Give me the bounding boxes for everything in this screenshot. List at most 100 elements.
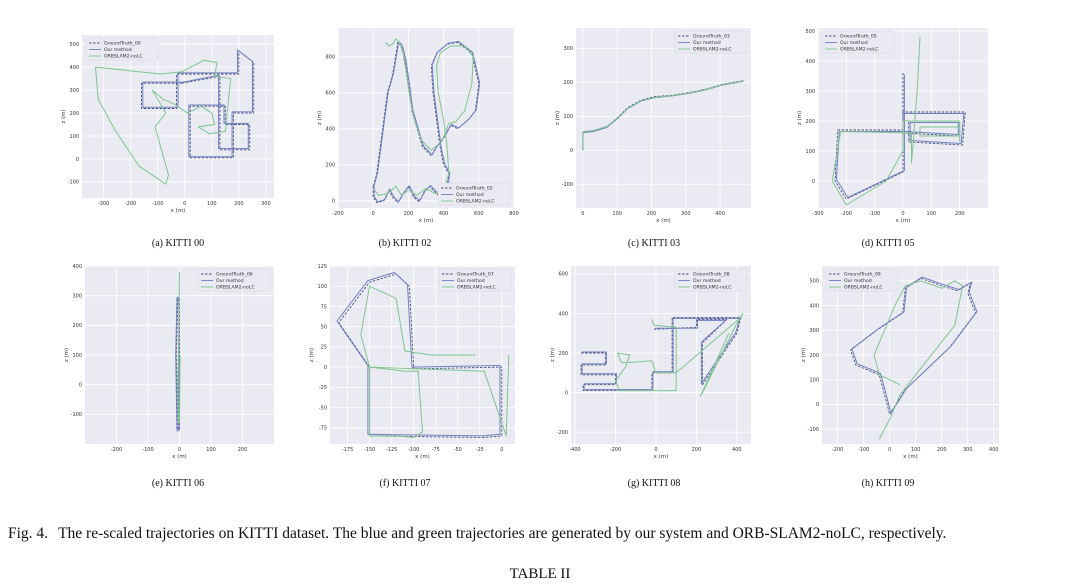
x-tick-label: 0	[581, 211, 584, 217]
y-tick-label: 0	[324, 365, 327, 371]
plot-area	[576, 28, 751, 208]
x-tick-label: 800	[509, 211, 519, 217]
x-tick-label: -125	[386, 447, 397, 453]
y-tick-label: 0	[76, 157, 79, 163]
legend-label: Our method	[457, 278, 485, 284]
trajectory-line-orbslam2-nolc	[360, 285, 510, 438]
x-tick-label: -200	[610, 447, 621, 453]
legend-label: Our method	[693, 40, 721, 46]
x-tick-label: -200	[841, 211, 852, 217]
legend-label: ORBSLAM2-noLC	[104, 54, 143, 60]
y-tick-label: 200	[558, 351, 568, 357]
y-tick-label: 800	[325, 55, 335, 61]
x-tick-label: 200	[692, 447, 702, 453]
x-tick-label: 300	[261, 201, 271, 207]
x-tick-label: 600	[474, 211, 484, 217]
y-axis-label: z (m)	[61, 109, 67, 123]
x-tick-label: 0	[178, 447, 181, 453]
x-axis-label: x (m)	[419, 218, 434, 224]
x-tick-label: -100	[152, 201, 163, 207]
x-tick-label: 400	[732, 447, 742, 453]
trajectory-line-our-method	[851, 276, 978, 414]
x-axis-label: x (m)	[896, 218, 911, 224]
legend-label: ORBSLAM2-noLC	[216, 285, 255, 291]
x-tick-label: -150	[364, 447, 375, 453]
y-tick-label: 200	[805, 119, 815, 125]
x-tick-label: -200	[111, 447, 122, 453]
subfigure-caption: (c) KITTI 03	[627, 238, 681, 249]
x-tick-label: 200	[234, 201, 244, 207]
x-tick-label: -200	[332, 211, 343, 217]
y-tick-label: 300	[805, 89, 815, 95]
trajectory-chart-3: 0 100 200 300 400 -100 0 100 200 300 x (m) z (m) Gro…	[555, 28, 751, 224]
legend-label: GroundTruth_08	[693, 272, 730, 278]
x-tick-label: 100	[927, 211, 937, 217]
y-tick-label: 100	[805, 149, 815, 155]
legend-label: Our method	[456, 192, 484, 198]
subfigure-caption: (a) KITTI 00	[151, 238, 205, 249]
trajectory-line-orbslam2-nolc	[831, 36, 961, 206]
y-tick-label: 500	[809, 279, 819, 285]
x-axis-label: x (m)	[903, 454, 918, 460]
y-tick-label: 200	[69, 111, 79, 117]
x-tick-label: 100	[207, 201, 217, 207]
y-tick-label: 600	[558, 272, 568, 278]
plot-area	[82, 35, 274, 198]
x-axis-label: x (m)	[656, 218, 671, 224]
trajectory-line-our-method	[581, 317, 741, 391]
legend-label: GroundTruth_00	[104, 41, 141, 47]
x-tick-label: 100	[612, 211, 622, 217]
y-tick-label: 200	[563, 80, 573, 86]
x-tick-label: -50	[454, 447, 462, 453]
x-tick-label: 0	[500, 447, 503, 453]
legend-label: GroundTruth_03	[693, 34, 730, 40]
figure-caption-text: The re-scaled trajectories on KITTI data…	[58, 525, 947, 542]
y-axis-label: z (m)	[797, 111, 803, 125]
y-tick-label: 100	[69, 134, 79, 140]
y-tick-label: 0	[565, 390, 568, 396]
y-axis-label: z (m)	[64, 348, 70, 362]
subfigure-caption: (g) KITTI 08	[627, 478, 681, 489]
y-axis-label: z (m)	[317, 111, 323, 125]
subfigure-caption: (d) KITTI 05	[861, 238, 915, 249]
legend-label: Our method	[840, 40, 868, 46]
trajectory-line-our-method	[142, 49, 253, 158]
x-tick-label: 100	[911, 447, 921, 453]
plot-area	[571, 266, 751, 444]
x-tick-label: 200	[238, 447, 248, 453]
y-tick-label: 300	[809, 328, 819, 334]
x-tick-label: 0	[654, 447, 657, 453]
y-tick-label: -75	[319, 426, 327, 432]
figure-caption-label: Fig. 4.	[8, 525, 49, 542]
trajectory-chart-8: -200 -100 0 100 200 300 400 -100 0 100 200 300 400 50…	[801, 266, 999, 460]
y-tick-label: 125	[317, 264, 327, 270]
trajectory-chart-5: -200 -100 0 100 200 -100 0 100 200 300 400 x (m) z (…	[64, 264, 274, 460]
trajectory-chart-7: -400 -200 0 200 400 -200 0 200 400 600 x (m) z (m) G…	[550, 266, 751, 460]
trajectory-line-our-method	[336, 272, 501, 437]
y-tick-label: 500	[805, 29, 815, 35]
x-tick-label: 300	[681, 211, 691, 217]
y-axis-label: z (m)	[801, 348, 807, 362]
x-tick-label: 0	[901, 211, 904, 217]
x-tick-label: -100	[142, 447, 153, 453]
x-tick-label: 0	[372, 211, 375, 217]
legend-label: GroundTruth_05	[840, 34, 877, 40]
x-tick-label: -75	[432, 447, 440, 453]
y-tick-label: -100	[808, 427, 819, 433]
x-tick-label: -100	[869, 211, 880, 217]
y-axis-label: z (m)	[550, 348, 556, 362]
legend-label: ORBSLAM2-noLC	[844, 285, 883, 291]
y-tick-label: 100	[317, 284, 327, 290]
y-tick-label: -100	[71, 412, 82, 418]
x-axis-label: x (m)	[172, 454, 187, 460]
legend-label: ORBSLAM2-noLC	[840, 47, 879, 53]
y-tick-label: 200	[72, 323, 82, 329]
x-tick-label: 0	[183, 201, 186, 207]
x-tick-label: 400	[439, 211, 449, 217]
x-tick-label: 400	[989, 447, 999, 453]
subfigure-caption: (e) KITTI 06	[151, 478, 205, 489]
